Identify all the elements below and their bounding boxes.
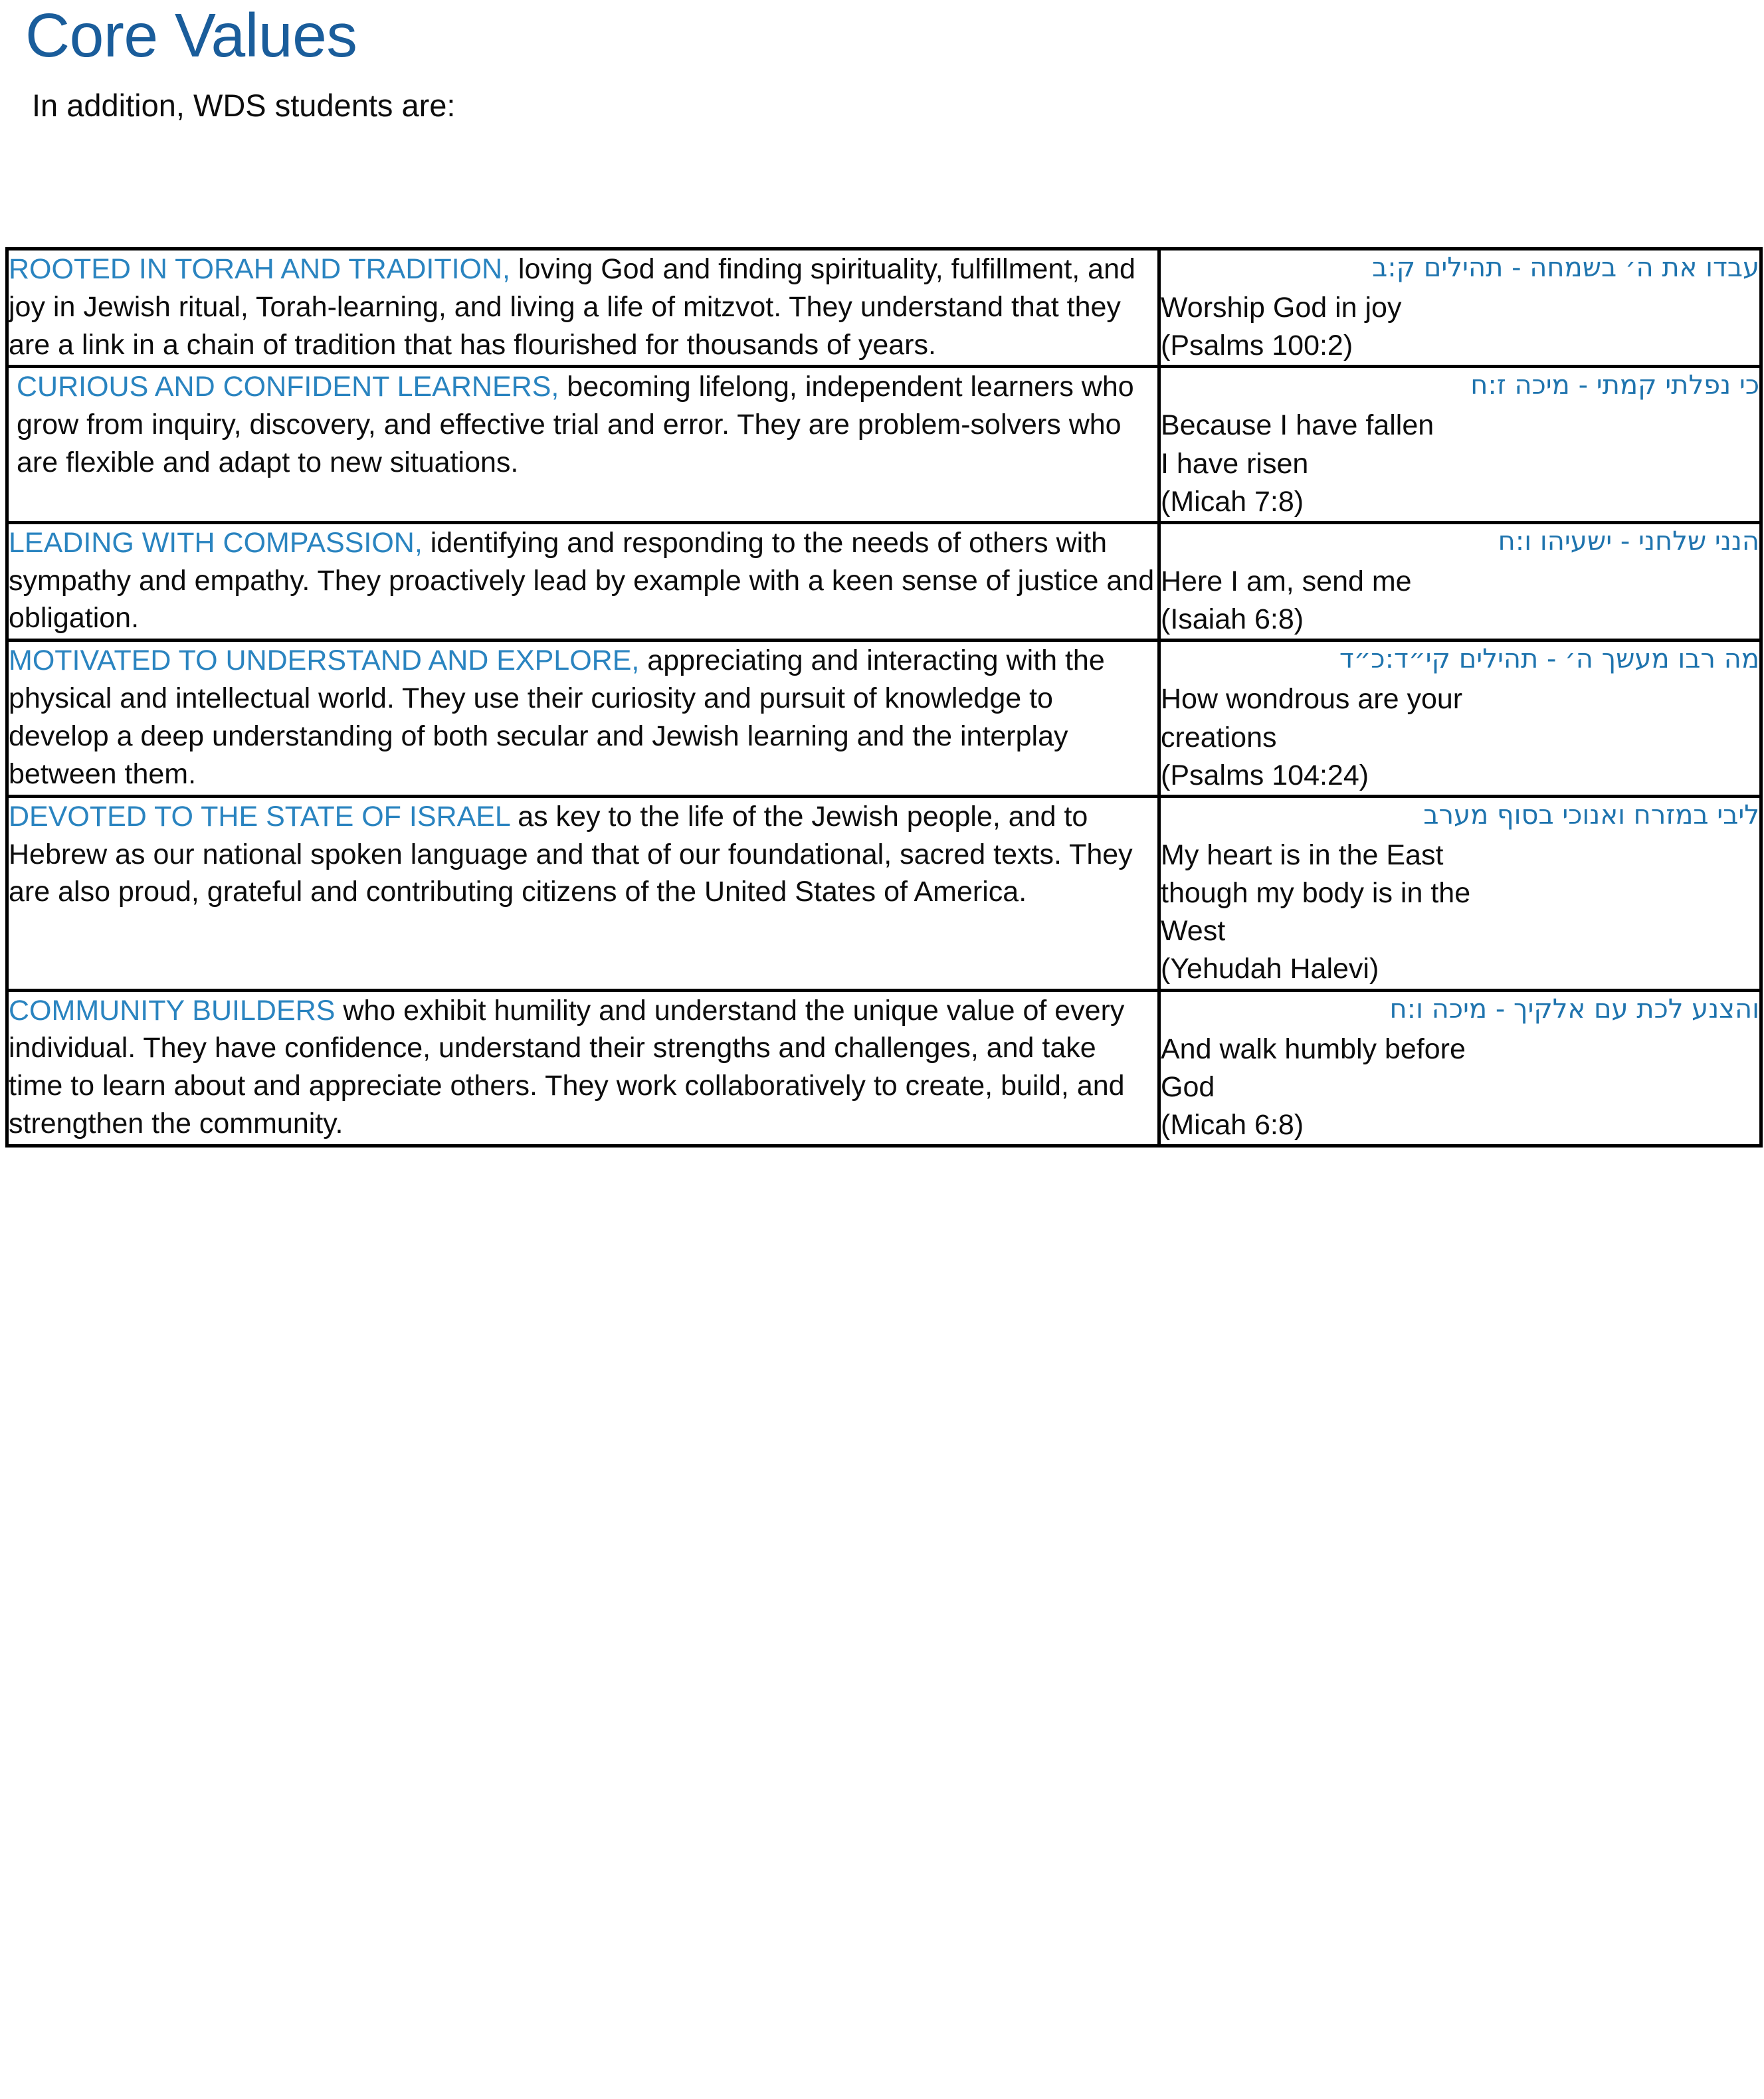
verse-translation: Worship God in joy (Psalms 100:2) <box>1161 289 1759 365</box>
hebrew-verse: עבדו את ה׳ בשמחה - תהילים ק:ב <box>1372 252 1759 283</box>
value-title: MOTIVATED TO UNDERSTAND AND EXPLORE, <box>9 645 640 677</box>
value-description: MOTIVATED TO UNDERSTAND AND EXPLORE, app… <box>9 642 1157 793</box>
table-row: CURIOUS AND CONFIDENT LEARNERS, becoming… <box>5 365 1763 524</box>
value-body: appreciating and interacting with the ph… <box>9 645 1105 790</box>
table-row: COMMUNITY BUILDERS who exhibit humility … <box>5 988 1763 1148</box>
value-body: loving God and finding spirituality, ful… <box>9 253 1135 361</box>
page-title: Core Values <box>25 1 357 70</box>
value-description: COMMUNITY BUILDERS who exhibit humility … <box>9 992 1157 1143</box>
value-title: CURIOUS AND CONFIDENT LEARNERS, <box>17 371 559 403</box>
translation-line: And walk humbly before <box>1161 1033 1466 1065</box>
translation-line: (Micah 7:8) <box>1161 485 1304 518</box>
verse-cell: והצנע לכת עם אלקיך - מיכה ו:ח And walk h… <box>1157 988 1763 1148</box>
translation-line: (Yehudah Halevi) <box>1161 953 1379 985</box>
verse-cell: ליבי במזרח ואנוכי בסוף מערב My heart is … <box>1157 794 1763 992</box>
verse-translation: Because I have fallen I have risen (Mica… <box>1161 407 1759 521</box>
value-description: ROOTED IN TORAH AND TRADITION, loving Go… <box>9 250 1157 363</box>
translation-line: creations <box>1161 721 1277 753</box>
translation-line: (Micah 6:8) <box>1161 1109 1304 1141</box>
hebrew-verse: מה רבו מעשך ה׳ - תהילים קי״ד:כ״ד <box>1339 644 1759 675</box>
value-description-cell: DEVOTED TO THE STATE OF ISRAEL as key to… <box>5 794 1161 992</box>
verse-cell: מה רבו מעשך ה׳ - תהילים קי״ד:כ״ד How won… <box>1157 639 1763 798</box>
page-subtitle: In addition, WDS students are: <box>32 87 456 123</box>
value-description-cell: LEADING WITH COMPASSION, identifying and… <box>5 520 1161 643</box>
verse-cell: כי נפלתי קמתי - מיכה ז:ח Because I have … <box>1157 365 1763 524</box>
translation-line: (Psalms 100:2) <box>1161 330 1353 362</box>
verse-cell: הנני שלחני - ישעיהו ו:ח Here I am, send … <box>1157 520 1763 643</box>
translation-line: How wondrous are your <box>1161 683 1463 716</box>
value-description-cell: CURIOUS AND CONFIDENT LEARNERS, becoming… <box>5 365 1161 524</box>
translation-line: I have risen <box>1161 447 1309 480</box>
translation-line: West <box>1161 915 1226 948</box>
value-description: DEVOTED TO THE STATE OF ISRAEL as key to… <box>9 798 1157 911</box>
value-body: becoming lifelong, independent learners … <box>17 371 1134 478</box>
value-title: LEADING WITH COMPASSION, <box>9 526 423 559</box>
value-description-cell: COMMUNITY BUILDERS who exhibit humility … <box>5 988 1161 1148</box>
value-body: as key to the life of the Jewish people,… <box>9 800 1133 908</box>
translation-line: (Psalms 104:24) <box>1161 759 1369 791</box>
table-row: ROOTED IN TORAH AND TRADITION, loving Go… <box>5 247 1763 369</box>
document-header: Core Values In addition, WDS students ar… <box>0 0 1764 124</box>
value-description: CURIOUS AND CONFIDENT LEARNERS, becoming… <box>9 368 1157 481</box>
value-title: COMMUNITY BUILDERS <box>9 994 336 1027</box>
hebrew-verse: כי נפלתי קמתי - מיכה ז:ח <box>1470 370 1759 401</box>
value-body: identifying and responding to the needs … <box>9 526 1155 635</box>
translation-line: My heart is in the East <box>1161 839 1444 871</box>
hebrew-verse: ליבי במזרח ואנוכי בסוף מערב <box>1423 799 1759 831</box>
hebrew-verse: והצנע לכת עם אלקיך - מיכה ו:ח <box>1389 993 1759 1025</box>
value-body: who exhibit humility and understand the … <box>9 994 1125 1140</box>
value-description-cell: MOTIVATED TO UNDERSTAND AND EXPLORE, app… <box>5 639 1161 798</box>
table-row: MOTIVATED TO UNDERSTAND AND EXPLORE, app… <box>5 639 1763 798</box>
verse-translation: Here I am, send me (Isaiah 6:8) <box>1161 563 1759 639</box>
translation-line: though my body is in the <box>1161 877 1471 910</box>
table-row: LEADING WITH COMPASSION, identifying and… <box>5 520 1763 643</box>
verse-translation: My heart is in the East though my body i… <box>1161 837 1759 989</box>
value-description: LEADING WITH COMPASSION, identifying and… <box>9 524 1157 637</box>
translation-line: (Isaiah 6:8) <box>1161 603 1304 636</box>
hebrew-verse: הנני שלחני - ישעיהו ו:ח <box>1498 526 1759 557</box>
value-title: DEVOTED TO THE STATE OF ISRAEL <box>9 800 510 833</box>
verse-translation: And walk humbly before God (Micah 6:8) <box>1161 1031 1759 1145</box>
value-title: ROOTED IN TORAH AND TRADITION, <box>9 253 510 285</box>
translation-line: Because I have fallen <box>1161 409 1434 442</box>
value-description-cell: ROOTED IN TORAH AND TRADITION, loving Go… <box>5 247 1161 369</box>
translation-line: Here I am, send me <box>1161 565 1412 597</box>
table-row: DEVOTED TO THE STATE OF ISRAEL as key to… <box>5 794 1763 992</box>
translation-line: Worship God in joy <box>1161 292 1402 324</box>
translation-line: God <box>1161 1070 1215 1103</box>
verse-cell: עבדו את ה׳ בשמחה - תהילים ק:ב Worship Go… <box>1157 247 1763 369</box>
verse-translation: How wondrous are your creations (Psalms … <box>1161 680 1759 795</box>
core-values-table: ROOTED IN TORAH AND TRADITION, loving Go… <box>5 247 1763 1148</box>
